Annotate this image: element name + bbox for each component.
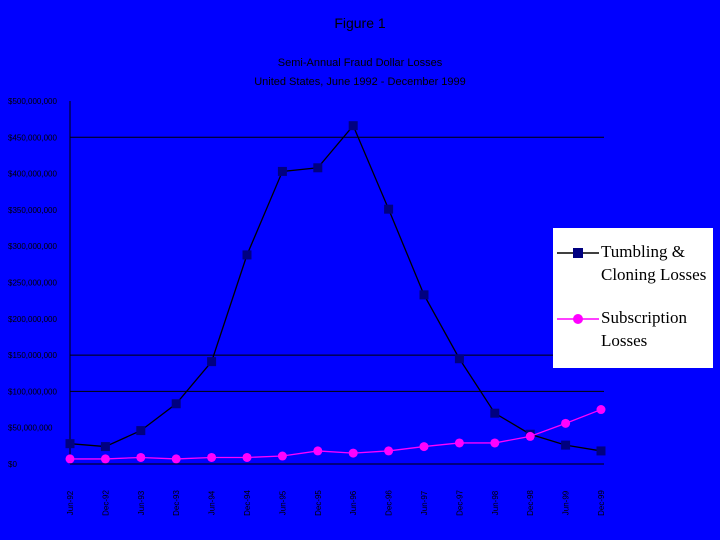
x-tick-label: Dec-94 — [243, 490, 252, 516]
x-tick-label: Jun-92 — [66, 490, 75, 515]
data-point-tumbling — [419, 290, 429, 300]
circle-marker-icon — [557, 314, 599, 324]
y-tick-label: $350,000,000 — [8, 206, 57, 215]
data-point-subscription — [454, 438, 464, 448]
data-point-subscription — [277, 451, 287, 461]
x-tick-label: Dec-96 — [385, 490, 394, 516]
chart-title: Semi-Annual Fraud Dollar Losses — [277, 57, 443, 69]
y-tick-label: $300,000,000 — [8, 242, 57, 251]
x-tick-label: Dec-93 — [172, 490, 181, 516]
series-line-subscription — [70, 408, 602, 460]
y-tick-label: $100,000,000 — [8, 387, 57, 396]
data-point-subscription — [136, 452, 146, 462]
chart-subtitle: United States, June 1992 - December 1999 — [254, 76, 466, 88]
y-tick-label: $500,000,000 — [8, 97, 57, 106]
data-point-tumbling — [490, 408, 500, 418]
data-point-subscription — [596, 405, 606, 415]
data-point-subscription — [242, 452, 252, 462]
data-point-tumbling — [136, 426, 146, 436]
data-point-tumbling — [207, 357, 217, 367]
data-point-tumbling — [384, 204, 394, 214]
data-point-subscription — [207, 452, 217, 462]
x-tick-label: Jun-97 — [420, 490, 429, 515]
y-tick-label: $0 — [8, 460, 17, 469]
x-tick-label: Jun-98 — [491, 490, 500, 515]
data-point-tumbling — [596, 446, 606, 456]
x-tick-label: Jun-94 — [208, 490, 217, 515]
data-point-tumbling — [454, 354, 464, 364]
y-tick-label: $400,000,000 — [8, 170, 57, 179]
x-tick-label: Jun-93 — [137, 490, 146, 515]
series-line-tumbling — [69, 124, 602, 452]
legend-label-tumbling: Tumbling & Cloning Losses — [601, 242, 707, 284]
data-point-tumbling — [65, 439, 75, 449]
x-tick-label: Dec-92 — [101, 490, 110, 516]
x-tick-label: Dec-98 — [526, 490, 535, 516]
data-point-tumbling — [277, 166, 287, 176]
data-point-subscription — [490, 438, 500, 448]
data-point-tumbling — [561, 440, 571, 450]
x-tick-label: Jun-99 — [562, 490, 571, 515]
x-tick-label: Dec-95 — [314, 490, 323, 516]
data-point-subscription — [100, 454, 110, 464]
data-point-tumbling — [348, 121, 358, 131]
data-point-tumbling — [171, 399, 181, 409]
y-tick-label: $450,000,000 — [8, 133, 57, 142]
y-tick-label: $50,000,000 — [8, 424, 53, 433]
data-point-subscription — [65, 454, 75, 464]
data-point-subscription — [525, 431, 535, 441]
data-point-subscription — [561, 418, 571, 428]
data-point-tumbling — [242, 250, 252, 260]
x-tick-label: Dec-99 — [597, 490, 606, 516]
square-marker-icon — [557, 248, 599, 258]
x-tick-label: Jun-95 — [278, 490, 287, 515]
data-point-tumbling — [100, 442, 110, 452]
data-point-subscription — [171, 454, 181, 464]
y-tick-label: $200,000,000 — [8, 315, 57, 324]
y-tick-label: $150,000,000 — [8, 351, 57, 360]
data-point-subscription — [313, 446, 323, 456]
data-point-subscription — [348, 448, 358, 458]
figure-title: Figure 1 — [334, 15, 386, 31]
legend-label-subscription: Subscription Losses — [601, 308, 687, 350]
data-point-subscription — [419, 442, 429, 452]
data-point-subscription — [384, 446, 394, 456]
x-tick-label: Jun-96 — [349, 490, 358, 515]
x-tick-label: Dec-97 — [455, 490, 464, 516]
chart-legend: Tumbling & Cloning Losses Subscription L… — [553, 228, 713, 368]
data-point-tumbling — [313, 163, 323, 173]
y-tick-label: $250,000,000 — [8, 279, 57, 288]
